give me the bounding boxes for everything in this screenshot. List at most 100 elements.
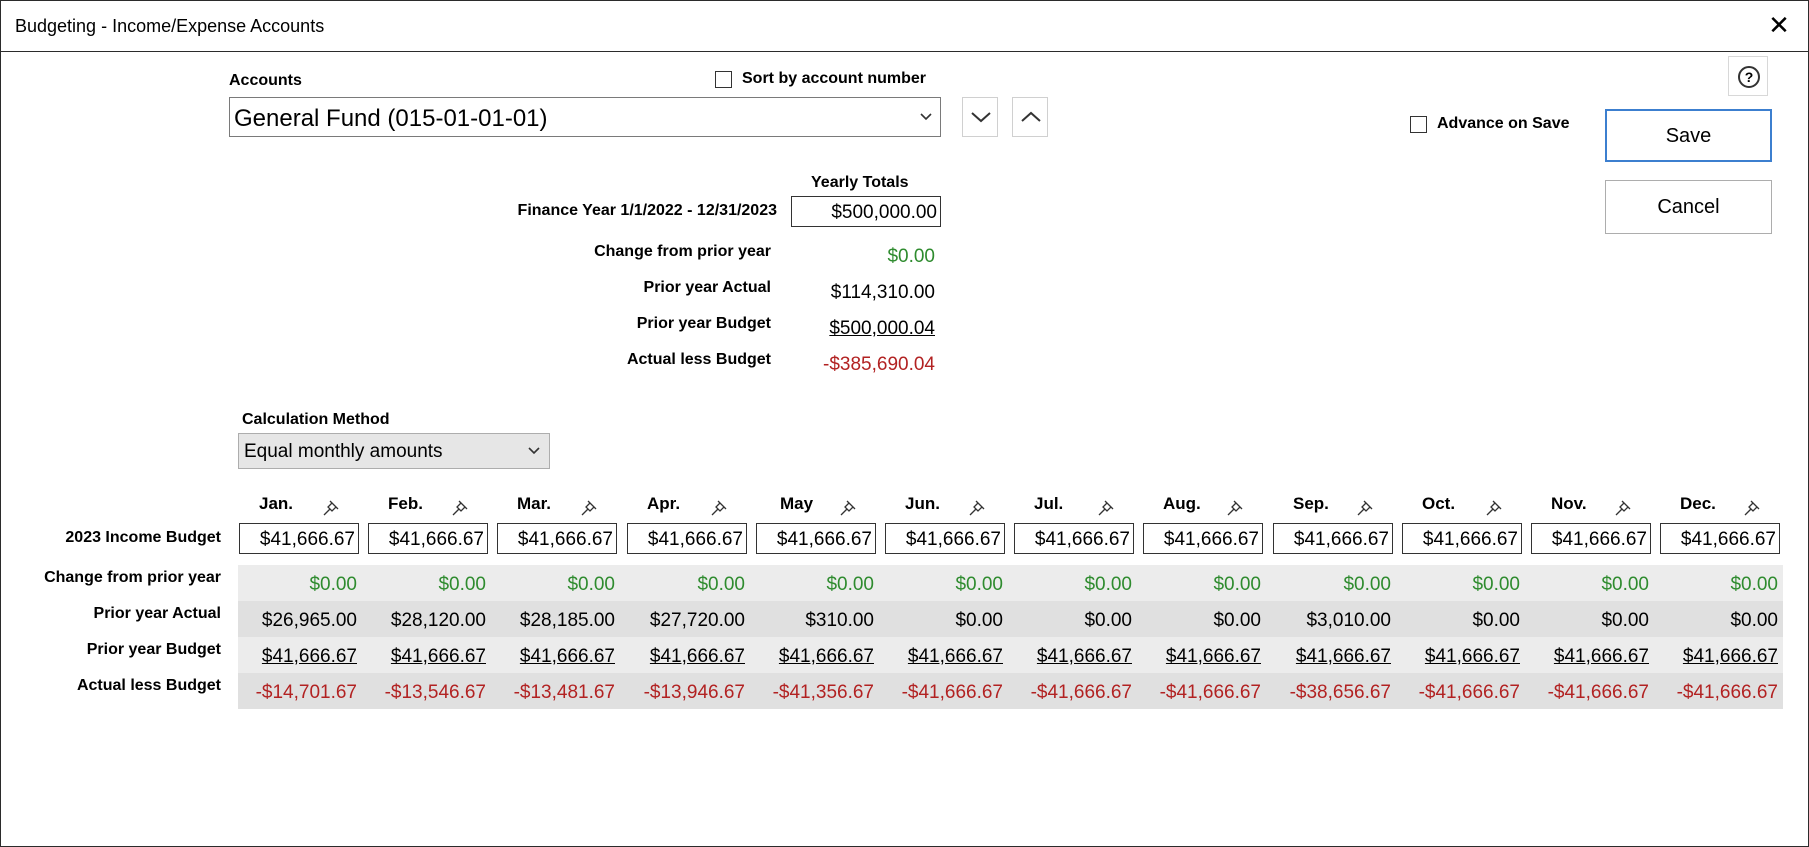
actual-less-budget-row bbox=[238, 673, 1783, 709]
checkbox-box[interactable] bbox=[715, 70, 732, 88]
month-budget-input[interactable]: $41,666.67 bbox=[1402, 523, 1522, 554]
prior-year-budget-cell[interactable]: $41,666.67 bbox=[778, 646, 874, 667]
prior-year-budget-cell[interactable]: $41,666.67 bbox=[1682, 646, 1778, 667]
month-budget-input[interactable]: $41,666.67 bbox=[1660, 523, 1780, 554]
month-header: Jun. bbox=[905, 494, 940, 513]
prior-year-actual-label: Prior year Actual bbox=[643, 279, 771, 296]
pin-icon[interactable] bbox=[838, 498, 858, 518]
prior-year-budget-cell[interactable]: $41,666.67 bbox=[1165, 646, 1261, 667]
month-header: Dec. bbox=[1680, 494, 1716, 513]
advance-on-save-label: Advance on Save bbox=[1437, 115, 1570, 132]
pin-icon[interactable] bbox=[1613, 498, 1633, 518]
month-budget-input[interactable]: $41,666.67 bbox=[239, 523, 359, 554]
cancel-button-label: Cancel bbox=[1657, 196, 1720, 218]
sort-by-account-label: Sort by account number bbox=[742, 70, 927, 87]
prior-year-actual-cell: $0.00 bbox=[1084, 610, 1132, 631]
previous-account-button[interactable] bbox=[1012, 97, 1048, 137]
prior-year-actual-cell: $27,720.00 bbox=[649, 610, 745, 631]
pin-icon[interactable] bbox=[321, 498, 341, 518]
change-from-prior-cell: $0.00 bbox=[955, 574, 1003, 595]
accounts-selected-value: General Fund (015-01-01-01) bbox=[234, 105, 548, 132]
prior-year-budget-cell[interactable]: $41,666.67 bbox=[1295, 646, 1391, 667]
prior-year-actual-value: $114,310.00 bbox=[830, 282, 935, 303]
change-from-prior-row-label: Change from prior year bbox=[44, 569, 221, 586]
pin-icon[interactable] bbox=[1484, 498, 1504, 518]
prior-year-budget-label: Prior year Budget bbox=[636, 315, 771, 332]
prior-year-budget-cell[interactable]: $41,666.67 bbox=[261, 646, 357, 667]
calculation-method-dropdown[interactable]: Equal monthly amounts bbox=[238, 433, 550, 469]
prior-year-actual-cell: $0.00 bbox=[1472, 610, 1520, 631]
cancel-button[interactable]: Cancel bbox=[1605, 180, 1772, 234]
change-from-prior-cell: $0.00 bbox=[1601, 574, 1649, 595]
actual-less-budget-cell: -$41,666.67 bbox=[1547, 682, 1649, 703]
change-from-prior-cell: $0.00 bbox=[826, 574, 874, 595]
advance-on-save-checkbox[interactable]: Advance on Save bbox=[1410, 115, 1570, 133]
month-header: Nov. bbox=[1551, 494, 1587, 513]
prior-year-budget-cell[interactable]: $41,666.67 bbox=[519, 646, 615, 667]
prior-year-actual-cell: $28,120.00 bbox=[390, 610, 486, 631]
prior-year-actual-row-label: Prior year Actual bbox=[93, 605, 221, 622]
chevron-down-icon bbox=[920, 113, 932, 121]
pin-icon[interactable] bbox=[450, 498, 470, 518]
month-budget-input[interactable]: $41,666.67 bbox=[497, 523, 617, 554]
actual-less-budget-cell: -$13,946.67 bbox=[643, 682, 745, 703]
title-bar: Budgeting - Income/Expense Accounts ✕ bbox=[1, 1, 1808, 52]
pin-icon[interactable] bbox=[1742, 498, 1762, 518]
actual-less-budget-cell: -$41,666.67 bbox=[1159, 682, 1261, 703]
close-icon[interactable]: ✕ bbox=[1768, 10, 1790, 40]
month-budget-input[interactable]: $41,666.67 bbox=[1014, 523, 1134, 554]
prior-year-actual-cell: $3,010.00 bbox=[1306, 610, 1391, 631]
prior-year-budget-cell[interactable]: $41,666.67 bbox=[1424, 646, 1520, 667]
pin-icon[interactable] bbox=[1225, 498, 1245, 518]
month-header: Oct. bbox=[1422, 494, 1456, 513]
pin-icon[interactable] bbox=[579, 498, 599, 518]
help-button[interactable]: ? bbox=[1728, 56, 1768, 96]
month-budget-input[interactable]: $41,666.67 bbox=[627, 523, 747, 554]
prior-year-actual-cell: $0.00 bbox=[1601, 610, 1649, 631]
change-from-prior-label: Change from prior year bbox=[594, 243, 771, 260]
month-budget-input[interactable]: $41,666.67 bbox=[1273, 523, 1393, 554]
finance-year-label: Finance Year 1/1/2022 - 12/31/2023 bbox=[517, 202, 777, 219]
prior-year-budget-cell[interactable]: $41,666.67 bbox=[907, 646, 1003, 667]
pin-icon[interactable] bbox=[967, 498, 987, 518]
change-from-prior-value: $0.00 bbox=[887, 246, 935, 267]
month-budget-input[interactable]: $41,666.67 bbox=[756, 523, 876, 554]
month-budget-input[interactable]: $41,666.67 bbox=[368, 523, 488, 554]
pin-icon[interactable] bbox=[1096, 498, 1116, 518]
month-header: Aug. bbox=[1163, 494, 1201, 513]
actual-less-budget-cell: -$41,666.67 bbox=[1418, 682, 1520, 703]
actual-less-budget-value: -$385,690.04 bbox=[823, 354, 935, 375]
prior-year-budget-cell[interactable]: $41,666.67 bbox=[1036, 646, 1132, 667]
change-from-prior-cell: $0.00 bbox=[1213, 574, 1261, 595]
actual-less-budget-cell: -$38,656.67 bbox=[1289, 682, 1391, 703]
prior-year-actual-cell: $0.00 bbox=[1213, 610, 1261, 631]
next-account-button[interactable] bbox=[962, 97, 998, 137]
change-from-prior-cell: $0.00 bbox=[1343, 574, 1391, 595]
month-budget-input[interactable]: $41,666.67 bbox=[1143, 523, 1263, 554]
month-budget-input[interactable]: $41,666.67 bbox=[1531, 523, 1651, 554]
checkbox-box[interactable] bbox=[1410, 115, 1427, 133]
income-budget-row-label: 2023 Income Budget bbox=[65, 529, 221, 546]
save-button-label: Save bbox=[1665, 125, 1712, 147]
change-from-prior-cell: $0.00 bbox=[1472, 574, 1520, 595]
yearly-total-input[interactable]: $500,000.00 bbox=[791, 196, 941, 227]
month-header: Jan. bbox=[259, 494, 294, 513]
calculation-method-label: Calculation Method bbox=[242, 411, 390, 428]
month-header: Jul. bbox=[1034, 494, 1064, 513]
chevron-down-icon bbox=[971, 112, 991, 123]
change-from-prior-cell: $0.00 bbox=[1730, 574, 1778, 595]
accounts-dropdown[interactable]: General Fund (015-01-01-01) bbox=[229, 97, 941, 137]
month-budget-input[interactable]: $41,666.67 bbox=[885, 523, 1005, 554]
pin-icon[interactable] bbox=[1355, 498, 1375, 518]
month-header: May bbox=[780, 494, 814, 513]
sort-by-account-checkbox[interactable]: Sort by account number bbox=[715, 70, 926, 88]
prior-year-budget-cell[interactable]: $41,666.67 bbox=[649, 646, 745, 667]
month-header: Apr. bbox=[647, 494, 681, 513]
pin-icon[interactable] bbox=[709, 498, 729, 518]
prior-year-budget-cell[interactable]: $41,666.67 bbox=[390, 646, 486, 667]
prior-year-budget-cell[interactable]: $41,666.67 bbox=[1553, 646, 1649, 667]
prior-year-actual-cell: $26,965.00 bbox=[261, 610, 357, 631]
save-button[interactable]: Save bbox=[1605, 109, 1772, 162]
prior-year-budget-link[interactable]: $500,000.04 bbox=[829, 318, 935, 339]
